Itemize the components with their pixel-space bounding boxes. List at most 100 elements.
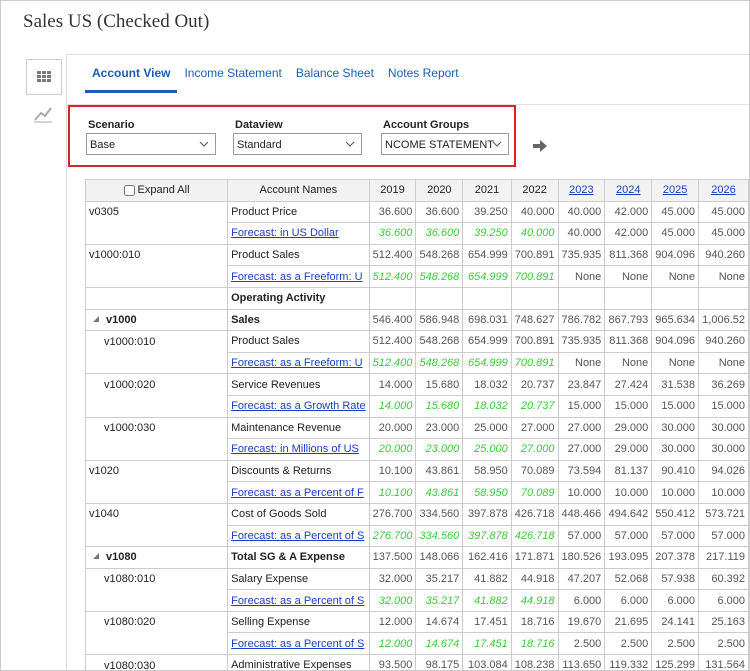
forecast-link[interactable]: Forecast: as a Freeform: U [227,351,370,375]
tab[interactable]: Account View [85,66,178,93]
account-code-cell: v0305 [84,200,229,223]
dropdown[interactable]: Standard [233,133,362,155]
value-cell: 36.269 [698,373,749,396]
collapse-triangle[interactable] [92,552,100,560]
row: Forecast: as a Percent of S 276.700 334.56… [84,524,749,548]
forecast-link[interactable]: Forecast: as a Growth Rate [227,394,370,418]
expand-all-checkbox[interactable] [123,184,135,196]
dropdown[interactable]: NCOME STATEMENT [381,133,509,155]
row: v1020 Discounts & Returns 10.100 43.861 58.9… [84,459,749,483]
value-cell: 131.564 [698,654,749,670]
value-cell: 14.674 [415,632,464,656]
value-cell: 32.000 [368,567,417,591]
account-name: Product Sales [227,243,370,267]
value-cell: 27.000 [510,438,559,461]
value-cell: None [698,265,749,288]
account-code-cell [84,589,229,612]
account-code: v1000:010 [89,249,141,262]
tab[interactable]: Notes Report [387,66,459,80]
row: Forecast: as a Freeform: U 512.400 548.268… [84,351,749,375]
value-cell: 41.882 [462,567,512,591]
value-cell: 36.600 [368,222,417,245]
column-header: Account Names [227,179,370,202]
value-cell: 17.451 [462,610,512,634]
value-cell: 735.935 [557,243,606,267]
value-cell: 81.137 [604,459,653,483]
forecast-link[interactable]: Forecast: in US Dollar [227,222,370,245]
value-cell: None [651,265,699,288]
value-cell: 426.718 [510,524,559,548]
value-cell: 39.250 [462,222,512,245]
column-header[interactable]: 2024 [604,179,653,202]
value-cell: 207.378 [651,546,699,569]
account-code-cell: v1000:010 [84,330,229,353]
value-cell: 698.031 [462,308,512,332]
value-cell: 47.207 [557,567,606,591]
value-cell: 36.600 [415,222,464,245]
row: Forecast: as a Growth Rate 14.000 15.680 18… [84,394,749,418]
value-cell: 90.410 [651,459,699,483]
dropdown-value: Standard [237,139,282,151]
value-cell: 57.000 [557,524,606,548]
collapse-triangle[interactable] [92,315,100,323]
value-cell: 904.096 [651,243,699,267]
dropdown-value: Base [90,139,116,151]
column-header[interactable]: 2025 [651,179,699,202]
value-cell: 43.861 [415,481,464,504]
account-code-cell: v1040 [84,502,229,525]
row: v1080:010 Salary Expense 32.000 35.217 41.88… [84,567,749,591]
value-cell: 108.238 [510,654,559,670]
forecast-link[interactable]: Forecast: as a Freeform: U [227,265,370,288]
row: v1080:030 Administrative Expenses 93.500 98… [84,654,749,670]
empty-cell [557,286,606,310]
account-name: Service Revenues [227,373,370,396]
value-cell: None [651,351,699,375]
value-cell: 748.627 [510,308,559,332]
dropdown[interactable]: Base [86,133,216,155]
value-cell: 42.000 [604,222,653,245]
grid-view-button[interactable] [26,59,62,95]
chart-view-button[interactable] [26,96,60,130]
go-arrow[interactable] [532,139,548,153]
empty-cell [415,286,464,310]
account-code: v1000:010 [104,335,156,348]
value-cell: 548.268 [415,351,464,375]
account-code-cell [84,632,229,655]
row: v0305 Product Price 36.600 36.600 39.250 40.0… [84,200,749,224]
value-cell: 548.268 [415,265,464,288]
value-cell: 940.260 [698,243,749,267]
value-cell: 52.068 [604,567,653,591]
row: Forecast: as a Percent of F 10.100 43.861 5… [84,481,749,504]
forecast-link[interactable]: Forecast: as a Percent of S [227,589,370,612]
value-cell: 45.000 [651,222,699,245]
chevron [492,141,502,147]
value-cell: 94.026 [698,459,749,483]
tab[interactable]: Income Statement [184,66,282,80]
expand-all-cell[interactable]: Expand All [84,179,229,202]
forecast-link[interactable]: Forecast: in Millions of US [227,438,370,461]
column-header[interactable]: 2026 [698,179,749,202]
value-cell: 30.000 [698,438,749,461]
value-cell: 32.000 [368,589,417,612]
tab[interactable]: Balance Sheet [295,66,374,80]
forecast-link[interactable]: Forecast: as a Percent of F [227,481,370,504]
value-cell: 193.095 [604,546,653,569]
forecast-link[interactable]: Forecast: as a Percent of S [227,524,370,548]
forecast-link[interactable]: Forecast: as a Percent of S [227,632,370,656]
value-cell: 30.000 [651,438,699,461]
value-cell: 10.000 [604,481,653,504]
row: v1000:010 Product Sales 512.400 548.268 654.… [84,243,749,267]
value-cell: 15.000 [698,394,749,418]
value-cell: 23.000 [415,416,464,440]
value-cell: 21.695 [604,610,653,634]
value-cell: 10.100 [368,459,417,483]
column-header[interactable]: 2023 [557,179,606,202]
account-name: Operating Activity [227,286,370,310]
account-code-cell: v1080:020 [84,610,229,633]
value-cell: 573.721 [698,502,749,526]
row: Forecast: as a Percent of S 32.000 35.217 4… [84,589,749,612]
value-cell: 30.000 [651,416,699,440]
value-cell: 103.084 [462,654,512,670]
tab-bar: Account View Income Statement Balance Shee… [85,66,466,93]
value-cell: 45.000 [698,200,749,224]
